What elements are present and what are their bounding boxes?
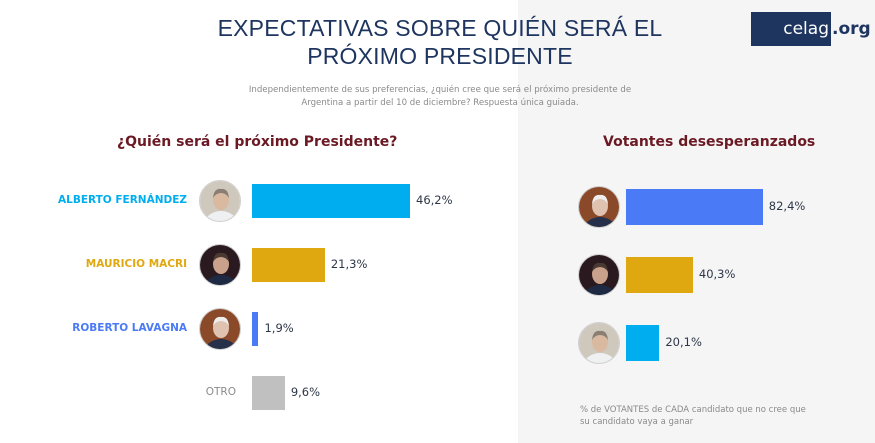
title-line-1: EXPECTATIVAS SOBRE QUIÉN SERÁ EL — [217, 15, 663, 41]
avatar-mauricio-macri — [199, 244, 241, 286]
value-label-alberto-fernandez: 20,1% — [665, 335, 702, 349]
category-label-roberto-lavagna: ROBERTO LAVAGNA — [72, 322, 187, 334]
avatar-roberto-lavagna — [578, 186, 620, 228]
avatar-roberto-lavagna — [199, 308, 241, 350]
right-chart-title: Votantes desesperanzados — [603, 134, 816, 150]
page-subtitle: Independientemente de sus preferencias, … — [215, 84, 665, 110]
avatar-alberto-fernandez — [199, 180, 241, 222]
value-label-otro: 9,6% — [290, 385, 321, 399]
logo-main: celag — [751, 12, 831, 46]
bar-alberto-fernandez — [626, 325, 660, 361]
bar-mauricio-macri — [626, 257, 693, 293]
right-chart-footnote: % de VOTANTES de CADA candidato que no c… — [580, 404, 830, 428]
bar-roberto-lavagna — [252, 312, 259, 346]
category-label-alberto-fernandez: ALBERTO FERNÁNDEZ — [58, 194, 187, 206]
bar-alberto-fernandez — [252, 184, 410, 218]
logo-suffix: .org — [832, 19, 871, 39]
value-label-mauricio-macri: 21,3% — [330, 257, 368, 271]
celag-logo: celag .org — [751, 12, 871, 46]
subtitle-line-1: Independientemente de sus preferencias, … — [248, 85, 632, 95]
value-label-roberto-lavagna: 1,9% — [264, 321, 294, 335]
value-label-roberto-lavagna: 82,4% — [768, 199, 806, 213]
category-label-mauricio-macri: MAURICIO MACRI — [85, 258, 187, 270]
category-label-otro: OTRO — [205, 386, 236, 398]
avatar-alberto-fernandez — [578, 322, 620, 364]
value-label-alberto-fernandez: 46,2% — [416, 193, 453, 207]
page-title: EXPECTATIVAS SOBRE QUIÉN SERÁ EL PRÓXIMO… — [190, 14, 690, 70]
value-label-mauricio-macri: 40,3% — [698, 267, 736, 281]
footnote-line-1: % de VOTANTES de CADA candidato que no c… — [580, 405, 806, 415]
subtitle-line-2: Argentina a partir del 10 de diciembre? … — [301, 98, 579, 108]
footnote-line-2: su candidato vaya a ganar — [580, 417, 694, 427]
avatar-mauricio-macri — [578, 254, 620, 296]
bar-roberto-lavagna — [626, 189, 763, 225]
bar-otro — [252, 376, 285, 410]
title-line-2: PRÓXIMO PRESIDENTE — [307, 43, 573, 69]
left-chart-title: ¿Quién será el próximo Presidente? — [117, 134, 398, 150]
bar-mauricio-macri — [252, 248, 325, 282]
